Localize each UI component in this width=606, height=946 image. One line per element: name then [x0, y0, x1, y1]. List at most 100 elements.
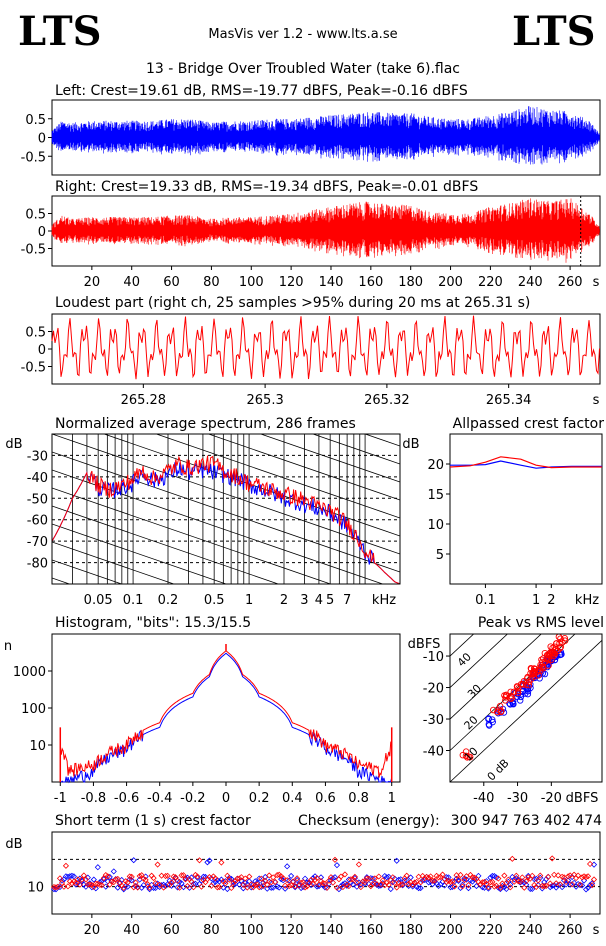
loudest-part-xtick-label: 265.32	[364, 393, 410, 408]
stc-point-1	[60, 883, 68, 890]
stc-point-0	[335, 886, 343, 893]
spectrum-slope-line	[207, 434, 400, 501]
stc-point-0	[473, 882, 480, 890]
crest-ylabel: dB	[402, 437, 419, 452]
stc-point-1	[164, 872, 171, 879]
spectrum-xtick-label: 5	[326, 593, 334, 608]
spectrum-xtick-label: 0.1	[123, 593, 144, 608]
right-waveform-xtick-label: 60	[163, 275, 180, 290]
stc-point-1	[126, 873, 133, 880]
stc-point-1	[569, 881, 576, 888]
stc-point-1	[130, 884, 137, 891]
stc-point-1	[361, 879, 368, 886]
stc-point-1	[331, 856, 339, 863]
loudest-part-xtick-label: 265.34	[486, 393, 532, 408]
pvr-xtick-label: -40	[473, 791, 494, 806]
stc-point-1	[70, 878, 77, 885]
pvr-point-1	[462, 752, 470, 760]
stc-point-1	[242, 875, 249, 882]
crest-ytick-label: 15	[427, 488, 444, 503]
right-waveform-xtick-label: 180	[398, 275, 423, 290]
pvr-point-1	[547, 648, 554, 656]
stc-point-1	[389, 874, 396, 881]
stc-point-1	[236, 875, 243, 882]
stc-point-1	[182, 876, 189, 883]
right-waveform-xtick-label: 200	[438, 275, 463, 290]
stc-point-1	[521, 884, 528, 891]
crest-series-1	[449, 456, 602, 469]
pvr-diag-label: 30	[465, 682, 484, 701]
left-waveform-ytick-label: 0	[38, 132, 46, 147]
spectrum-xtick-label: 2	[280, 593, 288, 608]
stc-point-1	[208, 882, 215, 889]
crest-xunit: kHz	[575, 593, 599, 608]
stc-point-1	[154, 861, 161, 868]
stc-point-0	[196, 880, 203, 888]
spectrum-slope-line	[52, 308, 400, 428]
pvr-xlabel: dBFS	[566, 791, 599, 806]
stc-point-1	[80, 872, 87, 879]
stc-point-0	[138, 884, 145, 891]
stc-point-1	[104, 873, 111, 880]
stc-point-1	[264, 881, 271, 888]
stc-point-1	[142, 876, 149, 883]
stc-point-1	[357, 884, 364, 891]
stc-point-1	[459, 883, 466, 890]
stc-point-0	[527, 885, 534, 892]
stc-point-0	[401, 877, 408, 884]
pvr-point-1	[463, 754, 471, 761]
stc-point-0	[284, 863, 291, 870]
stc-point-1	[114, 875, 121, 882]
stc-point-1	[64, 883, 72, 890]
stc-point-0	[409, 883, 416, 890]
stc-point-0	[529, 885, 536, 893]
stc-point-0	[70, 873, 77, 880]
pvr-frame	[449, 633, 603, 783]
stc-point-1	[246, 873, 253, 880]
spectrum-slope-line	[311, 434, 400, 465]
pvr-point-1	[525, 681, 533, 689]
stc-point-1	[244, 884, 251, 891]
stc-point-1	[302, 884, 309, 891]
histogram-ytick-label: 1000	[13, 665, 46, 680]
spectrum-ytick-label: -70	[27, 535, 48, 550]
stc-point-0	[588, 880, 596, 887]
pvr-point-1	[507, 695, 515, 703]
stc-point-1	[98, 882, 105, 889]
stc-point-1	[399, 881, 406, 888]
stc-point-1	[178, 872, 185, 879]
pvr-point-1	[538, 656, 545, 663]
stc-point-1	[359, 878, 366, 885]
pvr-point-1	[520, 677, 528, 685]
stc-point-0	[329, 875, 337, 882]
stc-point-1	[365, 875, 372, 882]
right-waveform-xtick-label: 260	[558, 275, 583, 290]
stc-point-0	[150, 884, 157, 891]
histogram-xtick-label: 0.6	[315, 791, 336, 806]
pvr-point-1	[507, 688, 514, 696]
stc-point-1	[319, 879, 327, 887]
stc-point-1	[108, 878, 115, 885]
stc-point-1	[541, 883, 548, 890]
histogram-title: Histogram, "bits": 15.3/15.5	[55, 615, 251, 631]
spectrum-slope-line	[52, 505, 280, 584]
stc-point-0	[393, 857, 400, 864]
stc-point-1	[120, 884, 127, 891]
loudest-part-xunit: s	[593, 393, 600, 408]
stc-point-1	[549, 855, 556, 862]
stc-point-1	[529, 872, 536, 879]
stc-point-1	[533, 883, 540, 891]
stc-point-0	[280, 877, 287, 884]
lts-logo-right: LTS	[512, 8, 596, 55]
stc-point-1	[451, 883, 458, 890]
pvr-point-1	[557, 635, 564, 642]
stc-point-1	[349, 876, 356, 883]
stc-point-1	[224, 872, 231, 879]
stc-point-0	[94, 864, 101, 871]
loudest-part-frame	[51, 313, 601, 385]
stc-point-1	[174, 877, 181, 884]
histogram-series-0	[60, 652, 393, 784]
stc-point-1	[110, 879, 117, 886]
spectrum-slope-line	[155, 434, 400, 519]
stc-point-1	[461, 877, 468, 884]
